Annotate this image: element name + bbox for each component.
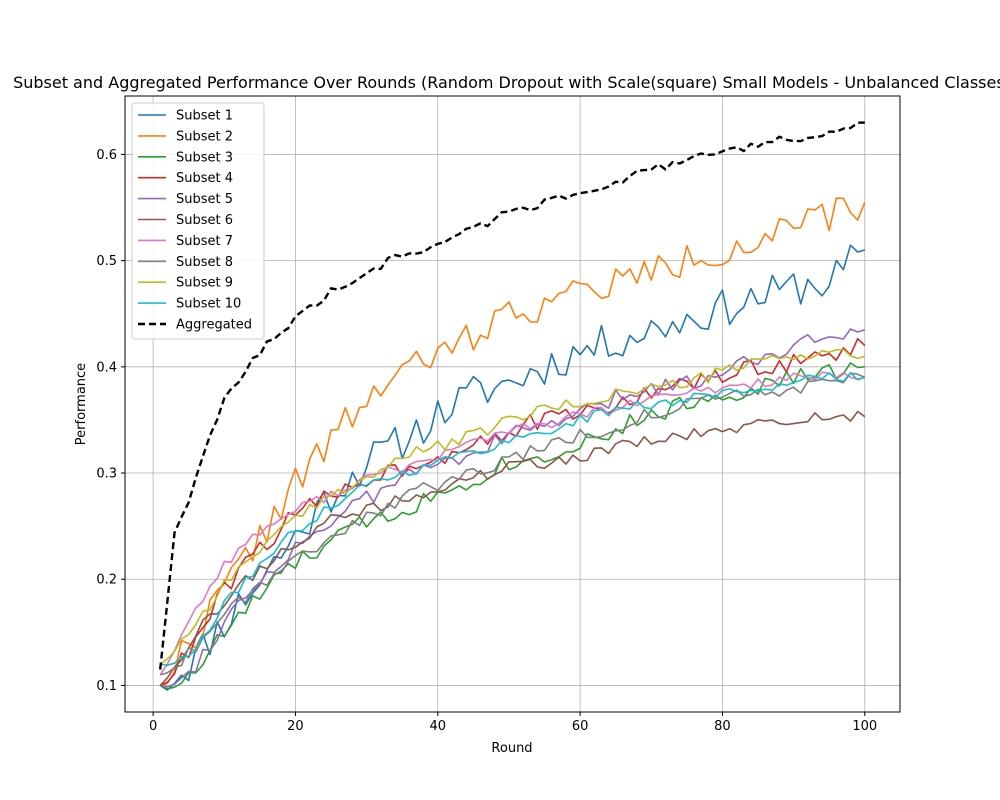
y-axis-label: Performance [74, 363, 89, 445]
y-tick-label: 0.1 [96, 679, 117, 694]
legend-label-subset-4: Subset 4 [176, 171, 233, 186]
x-tick-label: 60 [572, 719, 589, 734]
x-tick-label: 40 [430, 719, 447, 734]
x-tick-label: 20 [287, 719, 304, 734]
x-tick-label: 0 [149, 719, 157, 734]
y-tick-label: 0.4 [96, 360, 117, 375]
series-line-subset-4 [159, 337, 866, 687]
y-tick-label: 0.5 [96, 254, 117, 269]
series-lines [159, 121, 866, 691]
series-line-subset-7 [159, 371, 865, 676]
x-tick-label: 100 [852, 719, 877, 734]
series-line-subset-9 [159, 348, 866, 665]
series-line-subset-2 [159, 197, 866, 687]
legend-label-subset-2: Subset 2 [176, 129, 233, 144]
series-line-subset-6 [159, 410, 866, 686]
legend-label-subset-8: Subset 8 [176, 255, 233, 270]
plot-frame [124, 95, 901, 713]
x-axis-label: Round [491, 741, 532, 756]
legend-label-subset-5: Subset 5 [176, 192, 233, 207]
legend-label-subset-10: Subset 10 [176, 297, 241, 312]
legend-label-subset-9: Subset 9 [176, 276, 233, 291]
series-line-subset-10 [160, 372, 866, 667]
series-line-aggregated [159, 121, 865, 670]
legend-box [131, 102, 265, 340]
axis-ticks: 0 20 40 60 80 100 0.1 0.2 0.3 0.4 0.5 0.6 [96, 148, 877, 734]
legend-label-aggregated: Aggregated [176, 318, 252, 333]
chart-title: Subset and Aggregated Performance Over R… [13, 73, 1000, 92]
series-line-subset-1 [159, 244, 866, 691]
legend-label-subset-7: Subset 7 [176, 234, 233, 249]
x-tick-label: 80 [714, 719, 731, 734]
series-line-subset-8 [159, 372, 866, 676]
legend: Subset 1 Subset 2 Subset 3 Subset 4 Subset 5… [131, 102, 265, 340]
legend-label-subset-6: Subset 6 [176, 213, 233, 228]
legend-label-subset-1: Subset 1 [176, 109, 233, 124]
legend-label-subset-3: Subset 3 [176, 150, 233, 165]
y-tick-label: 0.2 [96, 573, 117, 588]
y-tick-label: 0.3 [96, 467, 117, 482]
y-tick-label: 0.6 [96, 148, 117, 163]
